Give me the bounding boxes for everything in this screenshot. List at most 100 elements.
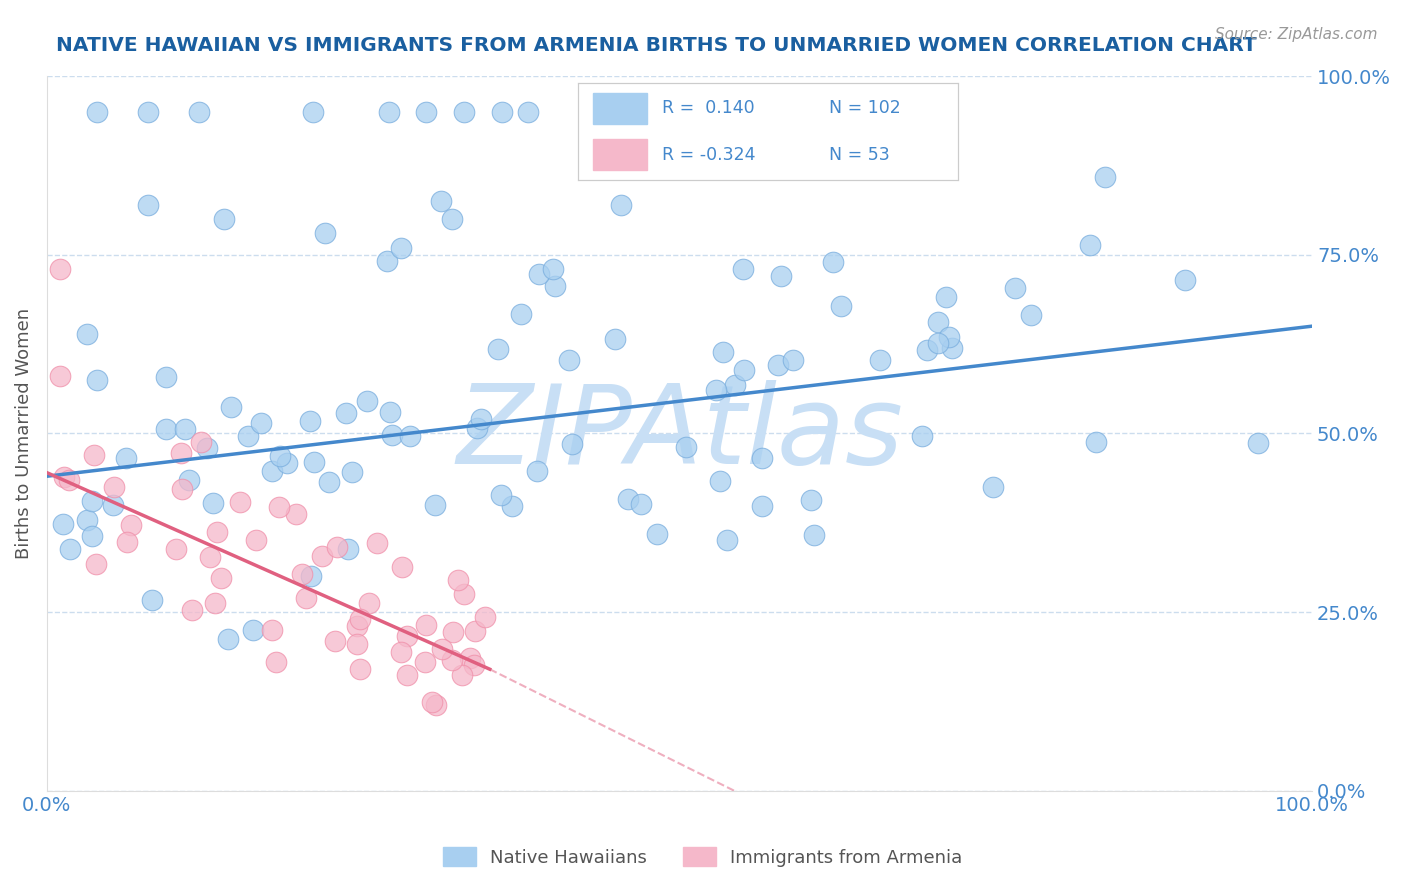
Point <box>299 414 322 428</box>
Point <box>170 482 193 496</box>
Point <box>326 540 349 554</box>
Point <box>260 464 283 478</box>
Point <box>115 451 138 466</box>
Point <box>269 449 291 463</box>
Text: Source: ZipAtlas.com: Source: ZipAtlas.com <box>1215 27 1378 42</box>
Point <box>488 342 510 356</box>
Point <box>59 541 82 556</box>
Point <box>48 262 70 277</box>
Point <box>441 625 464 640</box>
Point <box>391 559 413 574</box>
Point <box>491 104 513 119</box>
Point <box>115 535 138 549</box>
Point <box>709 474 731 488</box>
Point <box>250 416 273 430</box>
Point <box>751 500 773 514</box>
Point <box>76 327 98 342</box>
Point <box>704 384 727 398</box>
Point <box>377 104 399 119</box>
Point <box>337 542 360 557</box>
Point <box>285 507 308 521</box>
Point <box>269 500 291 514</box>
Point <box>357 596 380 610</box>
Point <box>398 429 420 443</box>
Point <box>84 557 107 571</box>
Point <box>141 592 163 607</box>
Point <box>170 446 193 460</box>
Point <box>981 480 1004 494</box>
Point <box>516 104 538 119</box>
Point <box>165 541 187 556</box>
Point <box>311 549 333 564</box>
Point <box>675 440 697 454</box>
Point <box>647 527 669 541</box>
Point <box>318 475 340 489</box>
Point <box>242 623 264 637</box>
Point <box>340 465 363 479</box>
Point <box>380 428 402 442</box>
Point <box>299 569 322 583</box>
Point <box>395 668 418 682</box>
Point <box>425 498 447 512</box>
Point <box>430 641 453 656</box>
Point <box>266 655 288 669</box>
Point <box>941 341 963 355</box>
Point <box>630 498 652 512</box>
Point <box>927 336 949 351</box>
Point <box>395 629 418 643</box>
Point <box>195 441 218 455</box>
Point <box>935 290 957 304</box>
Point <box>1247 436 1270 450</box>
Point <box>80 494 103 508</box>
Point <box>187 104 209 119</box>
Point <box>440 211 463 226</box>
Point <box>557 352 579 367</box>
Text: NATIVE HAWAIIAN VS IMMIGRANTS FROM ARMENIA BIRTHS TO UNMARRIED WOMEN CORRELATION: NATIVE HAWAIIAN VS IMMIGRANTS FROM ARMEN… <box>56 36 1257 54</box>
Point <box>430 194 453 208</box>
Point <box>179 473 201 487</box>
Point <box>447 573 470 587</box>
Point <box>209 571 232 585</box>
Point <box>800 492 823 507</box>
Point <box>733 363 755 377</box>
Point <box>155 370 177 384</box>
Point <box>830 300 852 314</box>
Point <box>1085 435 1108 450</box>
Point <box>136 197 159 211</box>
Legend: Native Hawaiians, Immigrants from Armenia: Native Hawaiians, Immigrants from Armeni… <box>436 840 970 874</box>
Point <box>262 624 284 638</box>
Point <box>938 330 960 344</box>
Point <box>526 464 548 478</box>
Point <box>474 609 496 624</box>
Point <box>217 632 239 647</box>
Point <box>221 400 243 414</box>
Point <box>711 345 734 359</box>
Point <box>724 378 747 392</box>
Point <box>136 104 159 119</box>
Point <box>821 254 844 268</box>
Point <box>450 667 472 681</box>
Point <box>302 455 325 469</box>
Point <box>731 262 754 277</box>
Point <box>464 624 486 638</box>
Point <box>86 373 108 387</box>
Point <box>86 104 108 119</box>
Point <box>425 698 447 713</box>
Point <box>751 450 773 465</box>
Point <box>120 517 142 532</box>
Point <box>291 567 314 582</box>
Point <box>52 470 75 484</box>
Point <box>915 343 938 358</box>
Point <box>76 513 98 527</box>
Point <box>346 637 368 651</box>
Point <box>356 393 378 408</box>
Point <box>501 500 523 514</box>
Point <box>1019 309 1042 323</box>
Point <box>389 241 412 255</box>
Point <box>229 494 252 508</box>
Point <box>869 353 891 368</box>
Point <box>198 549 221 564</box>
Point <box>103 480 125 494</box>
Point <box>453 104 475 119</box>
Point <box>349 662 371 676</box>
